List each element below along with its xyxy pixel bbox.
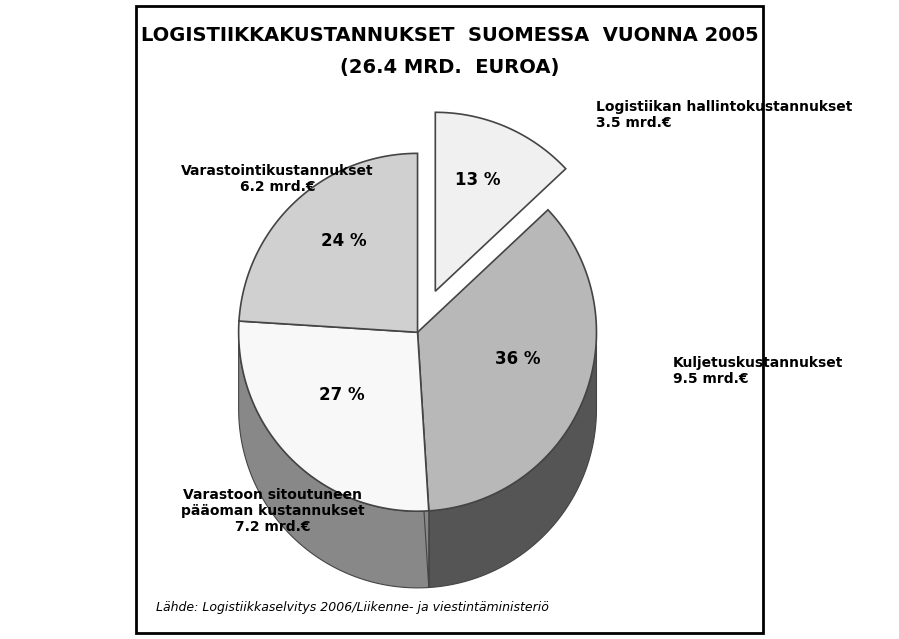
Polygon shape — [429, 332, 596, 587]
Text: LOGISTIIKKAKUSTANNUKSET  SUOMESSA  VUONNA 2005: LOGISTIIKKAKUSTANNUKSET SUOMESSA VUONNA … — [140, 26, 759, 45]
Polygon shape — [239, 153, 417, 332]
Text: Varastoon sitoutuneen
pääoman kustannukset
7.2 mrd.€: Varastoon sitoutuneen pääoman kustannuks… — [181, 488, 365, 534]
Polygon shape — [417, 332, 429, 587]
Text: Logistiikan hallintokustannukset
3.5 mrd.€: Logistiikan hallintokustannukset 3.5 mrd… — [596, 100, 853, 130]
Polygon shape — [238, 321, 429, 511]
Polygon shape — [435, 112, 565, 291]
Text: 13 %: 13 % — [455, 171, 501, 189]
Polygon shape — [417, 332, 429, 587]
Text: 24 %: 24 % — [321, 232, 367, 250]
Text: 36 %: 36 % — [494, 350, 540, 368]
Text: 27 %: 27 % — [319, 387, 364, 404]
Text: Varastointikustannukset
6.2 mrd.€: Varastointikustannukset 6.2 mrd.€ — [181, 164, 374, 194]
Text: Kuljetuskustannukset
9.5 mrd.€: Kuljetuskustannukset 9.5 mrd.€ — [673, 355, 843, 386]
Text: (26.4 MRD.  EUROA): (26.4 MRD. EUROA) — [340, 58, 559, 77]
Polygon shape — [417, 210, 596, 511]
Polygon shape — [238, 334, 429, 588]
Text: Lähde: Logistiikkaselvitys 2006/Liikenne- ja viestintäministeriö: Lähde: Logistiikkaselvitys 2006/Liikenne… — [156, 601, 548, 613]
